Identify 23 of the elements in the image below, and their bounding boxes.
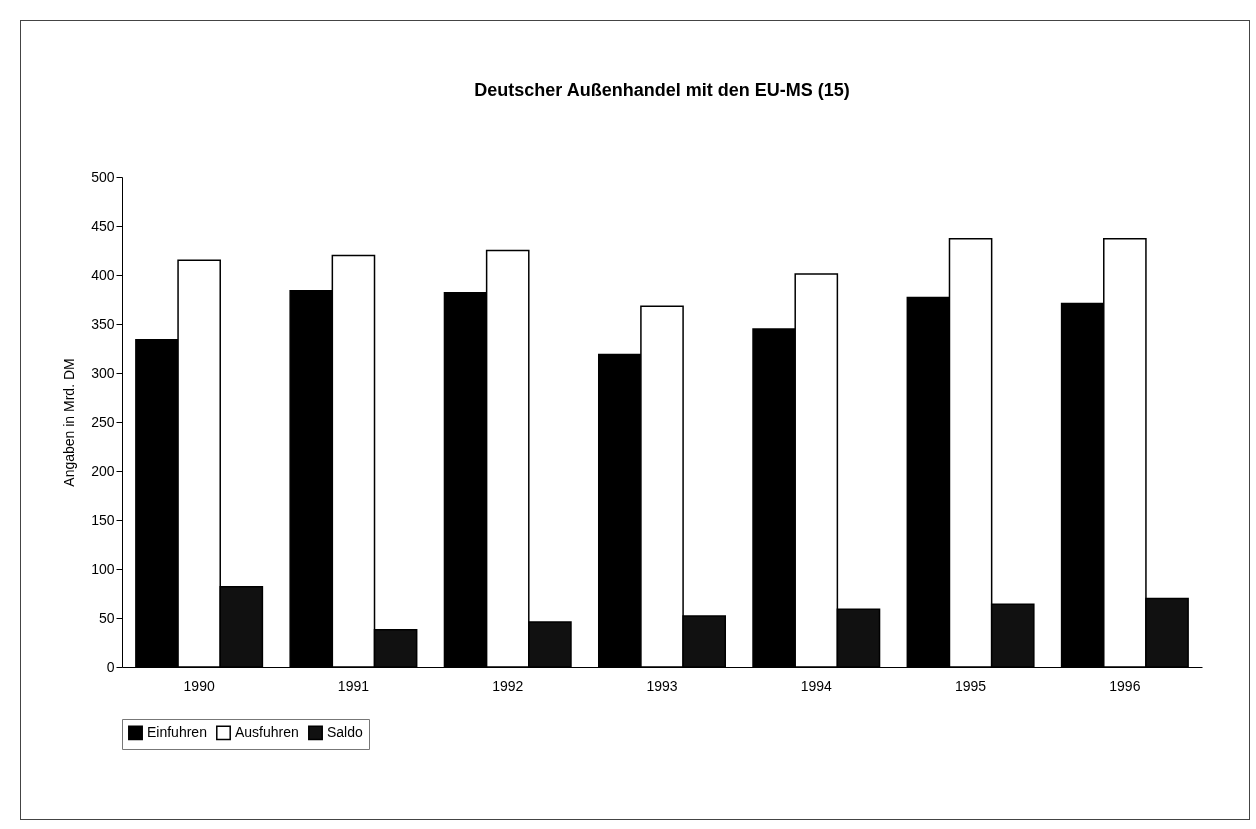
x-tick-label: 1994 [800, 677, 833, 694]
y-tick-label: 400 [91, 266, 115, 283]
y-tick-label: 250 [91, 413, 115, 430]
legend-label: Einfuhren [147, 723, 207, 740]
legend-label: Ausfuhren [235, 723, 299, 740]
y-tick-label: 0 [106, 658, 115, 675]
y-tick-label: 450 [91, 217, 115, 234]
x-tick-label: 1995 [954, 677, 987, 694]
x-tick-label: 1991 [337, 677, 370, 694]
y-tick-label: 50 [98, 609, 115, 626]
chart-title: Deutscher Außenhandel mit den EU-MS (15) [474, 80, 850, 100]
y-tick-label: 150 [91, 511, 115, 528]
y-tick-label: 100 [91, 560, 115, 577]
legend-label: Saldo [327, 723, 364, 740]
y-tick-label: 500 [91, 168, 115, 185]
x-tick-label: 1990 [183, 677, 215, 694]
y-axis-title: Angaben in Mrd. DM [61, 358, 78, 487]
y-tick-label: 200 [91, 462, 115, 479]
x-tick-label: 1993 [646, 677, 678, 694]
y-tick-label: 350 [91, 315, 115, 332]
x-tick-label: 1992 [492, 677, 524, 694]
y-tick-label: 300 [91, 364, 115, 381]
x-tick-label: 1996 [1109, 677, 1141, 694]
